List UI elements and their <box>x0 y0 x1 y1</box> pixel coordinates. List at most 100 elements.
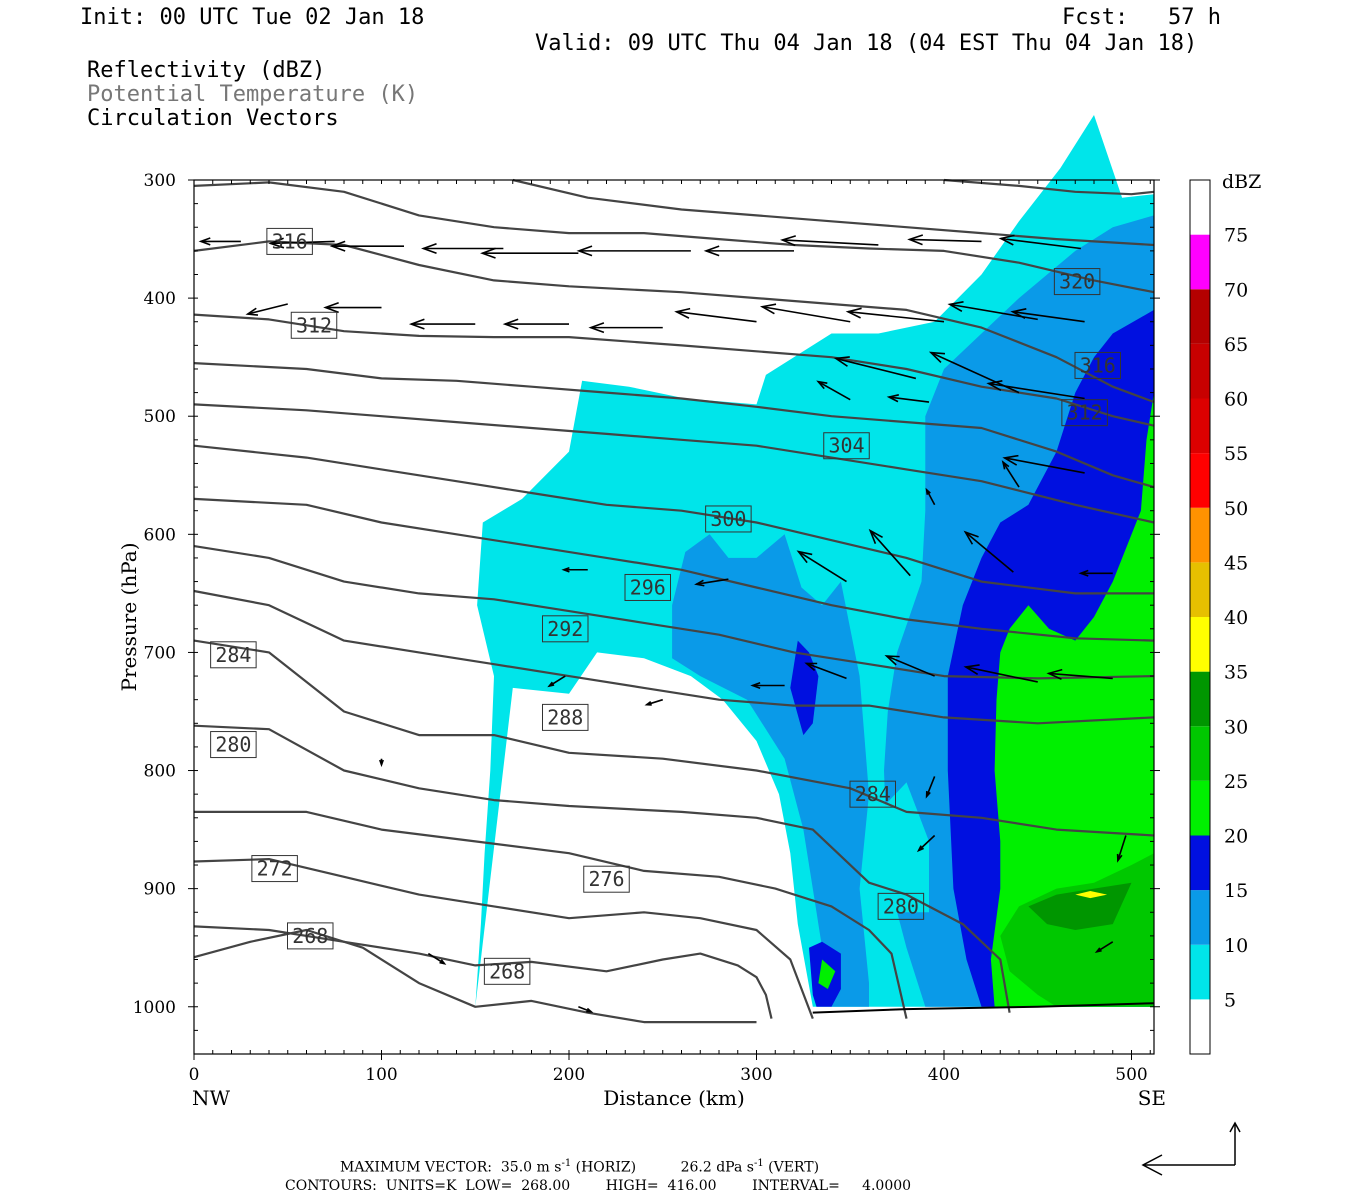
circulation-vector <box>796 550 847 583</box>
vector-head <box>907 234 924 246</box>
max-vector-vert-exp: -1 <box>753 1158 764 1169</box>
field-reflectivity: Reflectivity (dBZ) <box>87 58 326 83</box>
vector-head <box>1094 947 1102 954</box>
circulation-vector <box>816 380 851 401</box>
vector-head <box>502 318 519 330</box>
vector-shaft <box>762 305 851 323</box>
vector-head <box>884 655 900 666</box>
vector-shaft <box>835 357 917 380</box>
contour-label-box <box>583 865 630 893</box>
circulation-vector <box>1078 569 1113 577</box>
vector-head <box>421 242 437 255</box>
theta-contour-308 <box>193 362 1155 489</box>
vector-shaft <box>247 303 288 315</box>
vector-head <box>986 380 1003 391</box>
circulation-vector <box>198 237 241 246</box>
theta-contour-288 <box>193 589 1155 725</box>
vector-head <box>796 550 813 564</box>
vector-head <box>439 959 447 965</box>
circulation-vector <box>884 655 935 677</box>
vector-head <box>816 380 828 390</box>
theta-contour-280 <box>193 724 1011 1013</box>
circulation-vector <box>759 303 851 323</box>
vector-head <box>323 302 339 314</box>
vector-head <box>674 307 691 319</box>
colorbar-seg-70 <box>1190 234 1210 290</box>
circulation-vector <box>925 487 936 506</box>
vector-shaft <box>964 531 1014 573</box>
circulation-vector <box>833 356 917 380</box>
colorbar-seg-15 <box>1190 835 1210 891</box>
contour-label-304: 304 <box>828 434 864 458</box>
contour-label-box <box>877 892 925 920</box>
y-tick-label: 700 <box>144 643 176 663</box>
colorbar-label-50: 50 <box>1224 498 1248 520</box>
y-tick-label: 300 <box>144 171 176 191</box>
vector-head <box>925 791 931 799</box>
valid-time: Valid: 09 UTC Thu 04 Jan 18 (04 EST Thu … <box>535 31 1198 56</box>
colorbar-label-5: 5 <box>1224 989 1236 1011</box>
circulation-vector <box>576 245 691 257</box>
vector-shaft <box>798 550 847 583</box>
theta-contour-324 <box>512 178 1155 247</box>
colorbar-label-15: 15 <box>1224 880 1248 902</box>
max-vector-line: MAXIMUM VECTOR: 35.0 m s-1 (HORIZ) 26.2 … <box>340 1159 819 1175</box>
vector-head <box>947 301 964 313</box>
axes: 300 400 500 600 700 800 900 1000 0 100 200 300 400 50… <box>117 171 1166 1110</box>
vector-shaft <box>1004 457 1085 474</box>
contour-label-296: 296 <box>630 575 666 599</box>
colorbar-seg-10 <box>1190 890 1210 945</box>
vector-head <box>198 237 211 246</box>
vector-head <box>408 318 425 330</box>
vector-shaft <box>925 489 936 506</box>
contour-label-box <box>705 505 752 533</box>
theta-contour-312 <box>193 313 1155 427</box>
vector-head <box>480 247 496 259</box>
vector-shaft <box>646 698 663 706</box>
circulation-vector <box>703 245 794 257</box>
contour-label-box <box>251 855 298 883</box>
vector-head <box>886 394 900 403</box>
x-axis-title: Distance (km) <box>603 1086 745 1110</box>
vector-shaft <box>847 310 945 323</box>
vector-head <box>845 307 862 319</box>
vector-shaft <box>427 952 445 965</box>
colorbar-label-45: 45 <box>1224 552 1248 574</box>
contour-labels: 316 312 320 316 312 304 300 296 292 288 284 280 284 2… <box>210 227 1121 985</box>
contour-label-box <box>1053 268 1101 296</box>
colorbar-seg-below <box>1190 999 1210 1054</box>
colorbar-seg-50 <box>1190 453 1210 508</box>
colorbar-label-60: 60 <box>1224 389 1248 411</box>
vector-head <box>750 682 761 689</box>
vector-head <box>804 662 818 671</box>
contour-label-316: 316 <box>1080 353 1116 377</box>
circulation-vector <box>379 758 384 768</box>
circulation-vector <box>986 380 1085 400</box>
y-axis-title: Pressure (hPa) <box>117 543 141 692</box>
theta-contour-320 <box>193 181 1155 294</box>
colorbar-label-30: 30 <box>1224 716 1248 738</box>
vector-head <box>576 245 593 257</box>
circulation-vector <box>925 776 936 799</box>
colorbar-unit: dBZ <box>1222 171 1261 193</box>
contour-label-box <box>290 311 338 339</box>
vector-shaft <box>886 655 935 677</box>
max-vector-horiz-unit: (HORIZ) <box>575 1159 637 1176</box>
vector-shaft <box>888 396 930 403</box>
vector-head <box>1010 308 1027 320</box>
circulation-vector <box>916 834 936 853</box>
vector-head <box>1078 569 1089 577</box>
circulation-vector <box>578 1006 594 1013</box>
vector-head <box>586 1007 594 1013</box>
vector-shaft <box>548 675 566 687</box>
max-vector-vert: 26.2 dPa s <box>680 1159 754 1176</box>
vector-head <box>925 487 931 495</box>
vector-head <box>379 759 384 768</box>
colorbar-label-75: 75 <box>1224 225 1248 247</box>
reflectivity-region-10dbz <box>672 534 869 1007</box>
vector-head <box>916 845 924 853</box>
circulation-vector <box>1001 460 1020 488</box>
colorbar-label-55: 55 <box>1224 443 1248 465</box>
circulation-vector <box>421 242 504 255</box>
vector-shaft <box>676 310 757 323</box>
